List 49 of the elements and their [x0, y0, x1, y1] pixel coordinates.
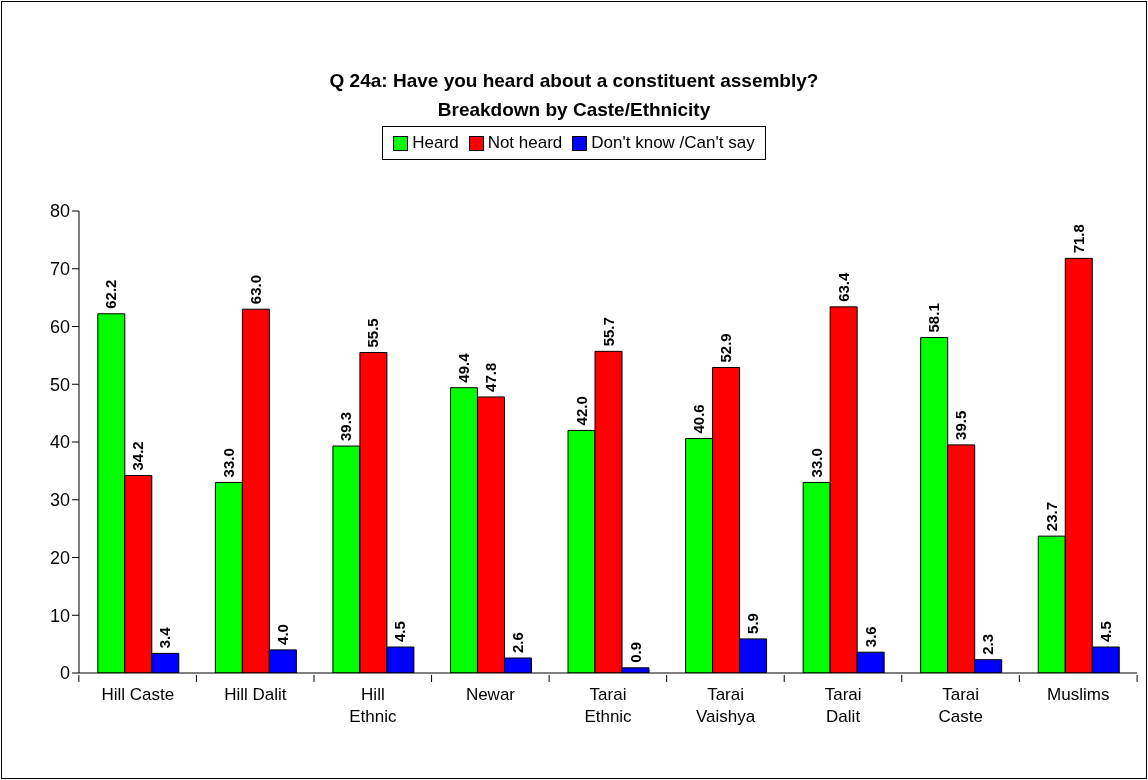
y-tick-label: 70 — [49, 259, 70, 280]
data-label: 42.0 — [572, 396, 590, 426]
x-tick-label: Hill Ethnic — [349, 684, 398, 726]
data-label: 34.2 — [129, 441, 147, 471]
data-label: 47.8 — [481, 362, 499, 392]
y-tick-label: 60 — [49, 316, 70, 337]
y-tick-label: 50 — [49, 374, 70, 395]
data-label: 55.5 — [364, 318, 382, 348]
y-tick-label: 0 — [59, 663, 70, 684]
legend-label: Heard — [412, 133, 459, 153]
legend-label: Don't know /Can't say — [591, 133, 755, 153]
y-tick-label: 10 — [49, 605, 70, 626]
data-label: 2.3 — [979, 633, 997, 655]
data-label: 3.6 — [861, 626, 879, 648]
data-label: 55.7 — [599, 317, 617, 347]
y-tick-label: 80 — [49, 201, 70, 222]
data-label: 23.7 — [1042, 501, 1060, 532]
data-label: 49.4 — [454, 352, 472, 383]
data-label: 62.2 — [102, 279, 120, 309]
x-tick-label: Hill Dalit — [224, 684, 287, 704]
chart-title: Q 24a: Have you heard about a constituent assembly? Breakdown by Caste/Ethnicity — [328, 69, 820, 122]
x-tick-label: Hill Caste — [101, 684, 175, 704]
data-label: 52.9 — [717, 333, 735, 363]
data-label: 63.4 — [834, 272, 852, 302]
data-label: 4.5 — [391, 621, 409, 643]
data-label: 33.0 — [807, 448, 825, 478]
data-label: 5.9 — [744, 613, 762, 634]
data-label: 40.6 — [690, 404, 708, 434]
x-tick-label: Newar — [465, 684, 516, 704]
data-label: 2.6 — [508, 632, 526, 653]
x-tick-label: Tarai Vaishya — [695, 684, 756, 726]
data-label: 4.5 — [1096, 621, 1114, 643]
x-tick-label: Tarai Dalit — [824, 684, 862, 726]
data-label: 39.5 — [952, 410, 970, 440]
data-label: 4.0 — [273, 624, 291, 645]
legend-label: Not heard — [487, 133, 563, 153]
data-label: 39.3 — [337, 411, 355, 442]
data-label: 3.4 — [156, 626, 174, 649]
data-label: 63.0 — [246, 274, 264, 305]
x-tick-label: Tarai Caste — [938, 684, 983, 726]
data-label: 58.1 — [925, 303, 943, 333]
data-label: 71.8 — [1069, 224, 1087, 254]
data-label: 0.9 — [626, 641, 644, 663]
y-tick-label: 40 — [49, 432, 70, 453]
x-tick-label: Muslims — [1047, 684, 1110, 704]
y-tick-label: 30 — [49, 490, 70, 511]
x-tick-label: Tarai Ethnic — [584, 684, 633, 726]
y-tick-label: 20 — [49, 547, 70, 568]
data-label: 33.0 — [219, 448, 237, 478]
